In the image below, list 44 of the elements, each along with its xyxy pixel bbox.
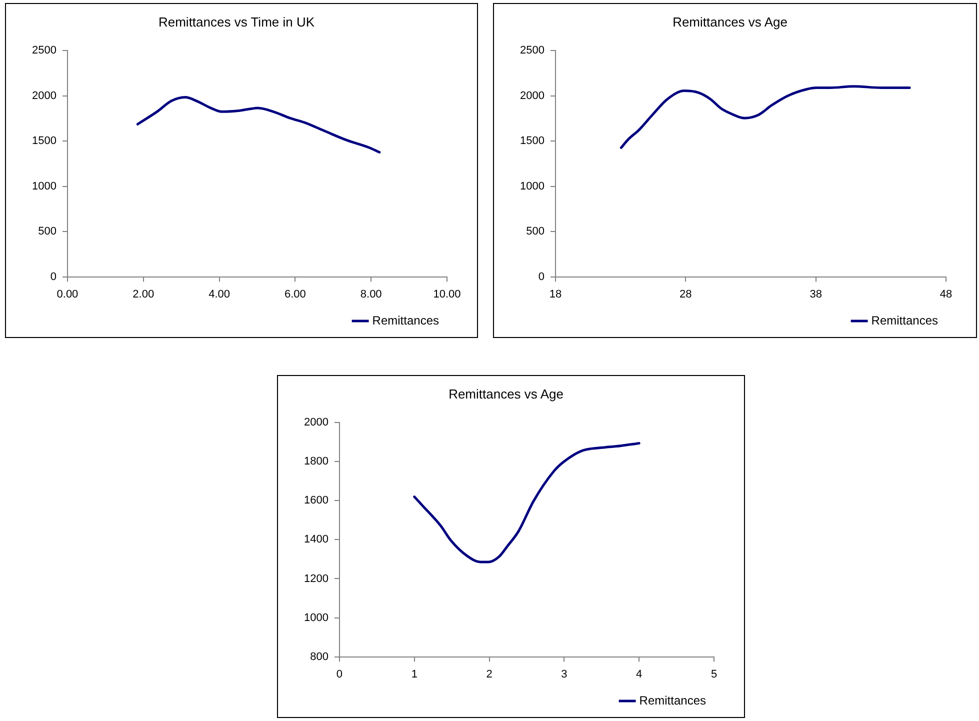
x-tick-label: 3	[561, 668, 568, 680]
y-tick-label: 500	[38, 226, 56, 238]
y-tick-label: 2000	[304, 416, 328, 429]
y-tick-label: 1000	[32, 180, 56, 192]
line-series	[136, 96, 381, 154]
y-tick-label: 2000	[32, 90, 56, 102]
line-series	[620, 85, 911, 149]
y-tick-label: 0	[50, 270, 56, 283]
x-tick-label: 38	[810, 288, 822, 300]
y-tick-label: 1500	[32, 135, 56, 148]
legend-label: Remittances	[372, 313, 440, 328]
chart-title: Remittances vs Age	[672, 14, 788, 30]
x-tick-label: 4.00	[208, 288, 230, 300]
line-series	[413, 442, 640, 564]
y-tick-label: 2500	[520, 44, 544, 57]
chart-title: Remittances vs Age	[448, 386, 564, 402]
x-tick-label: 0	[336, 668, 343, 680]
x-tick-label: 6.00	[284, 288, 306, 300]
x-tick-label: 2	[486, 668, 492, 680]
x-tick-label: 1	[411, 668, 418, 680]
x-tick-label: 8.00	[360, 288, 382, 300]
y-tick-label: 1500	[520, 135, 544, 148]
y-tick-label: 1200	[304, 572, 328, 585]
x-tick-label: 4	[636, 668, 642, 680]
chart-title: Remittances vs Time in UK	[158, 14, 315, 30]
y-tick-label: 2500	[32, 44, 56, 57]
y-tick-label: 1000	[520, 180, 544, 192]
x-tick-label: 48	[940, 288, 952, 300]
x-tick-label: 10.00	[433, 288, 461, 300]
x-tick-label: 2.00	[132, 288, 154, 300]
x-tick-label: 5	[710, 668, 718, 680]
legend-label: Remittances	[871, 313, 938, 328]
y-tick-label: 800	[310, 650, 328, 663]
y-tick-label: 1600	[304, 494, 328, 507]
x-tick-label: 0.00	[56, 288, 78, 300]
y-tick-label: 1400	[304, 534, 328, 546]
x-tick-label: 18	[549, 288, 562, 300]
y-tick-label: 500	[526, 226, 544, 238]
x-tick-label: 28	[680, 288, 692, 300]
y-tick-label: 1000	[304, 612, 328, 624]
legend-label: Remittances	[639, 693, 706, 708]
y-tick-label: 0	[538, 270, 544, 283]
y-tick-label: 1800	[304, 456, 328, 468]
y-tick-label: 2000	[520, 90, 544, 102]
